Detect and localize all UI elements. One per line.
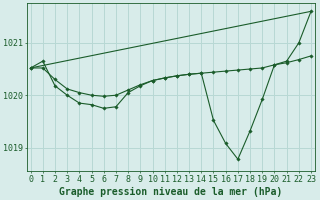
X-axis label: Graphe pression niveau de la mer (hPa): Graphe pression niveau de la mer (hPa) — [59, 186, 283, 197]
